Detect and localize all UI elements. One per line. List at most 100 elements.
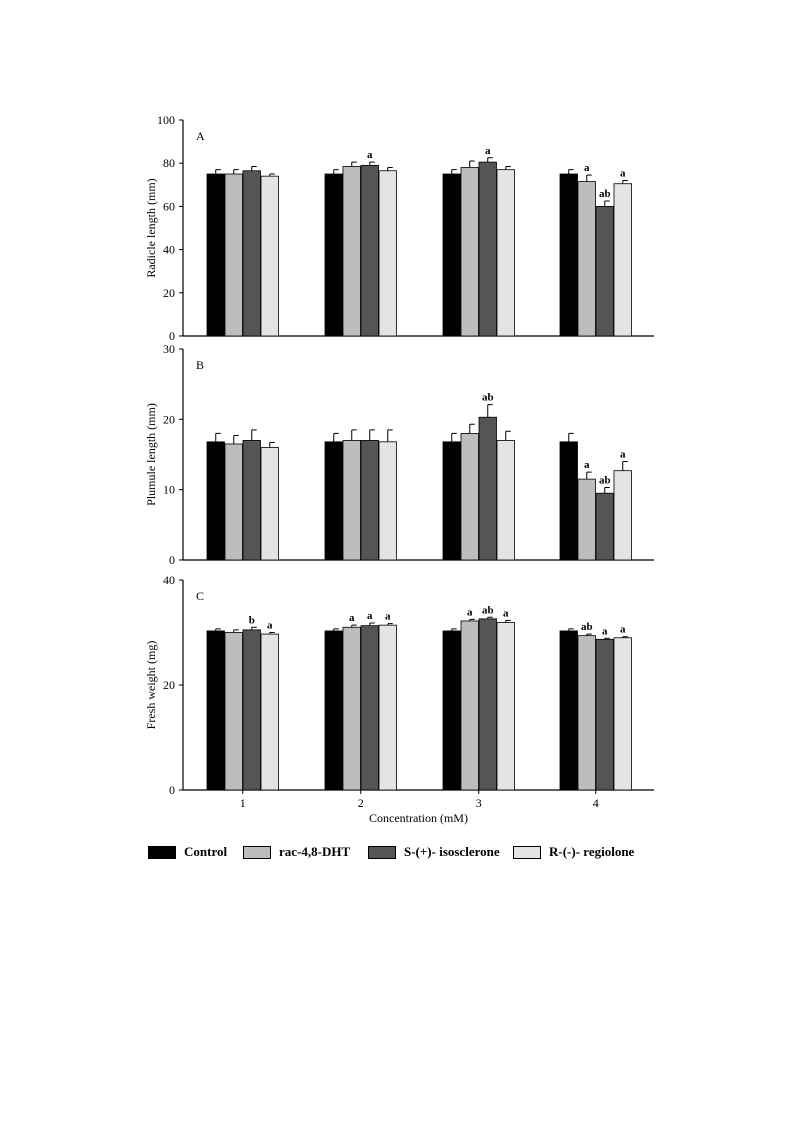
significance-label: ab	[581, 621, 593, 633]
significance-label: a	[385, 611, 391, 623]
y-tick-label: 0	[169, 329, 175, 343]
bar	[360, 164, 379, 337]
error-bar	[251, 165, 257, 171]
bar	[496, 440, 515, 561]
y-tick-label: 80	[163, 156, 175, 170]
bar	[613, 183, 632, 337]
significance-label: a	[485, 145, 491, 157]
error-bar	[233, 629, 239, 633]
error-bar	[604, 487, 610, 494]
bar	[260, 447, 279, 561]
legend-item-control: Control	[148, 843, 227, 861]
error-bar	[387, 623, 393, 626]
significance-label: a	[367, 149, 373, 161]
bar	[496, 622, 515, 791]
error-bar	[351, 429, 357, 441]
error-bar	[505, 165, 511, 170]
bar	[224, 173, 243, 337]
legend-label-regiolone: R-(-)- regiolone	[549, 844, 635, 859]
error-bar	[622, 179, 628, 184]
x-tick-label: 3	[476, 796, 482, 810]
error-bar	[487, 616, 493, 619]
significance-label: a	[267, 620, 273, 632]
bar	[342, 166, 361, 337]
legend-swatch-regiolone	[513, 845, 541, 859]
significance-label: a	[349, 612, 355, 624]
significance-label: a	[584, 459, 590, 471]
bar	[442, 441, 461, 561]
bar	[613, 470, 632, 561]
error-bar	[369, 161, 375, 166]
significance-label: a	[367, 610, 373, 622]
y-tick-label: 0	[169, 553, 175, 567]
bar	[478, 618, 497, 791]
error-bar	[586, 471, 592, 480]
bar	[242, 170, 261, 337]
bar	[460, 167, 479, 337]
significance-label: a	[503, 607, 509, 619]
error-bar	[333, 628, 339, 631]
y-tick-label: 20	[163, 678, 175, 692]
error-bar	[568, 628, 574, 631]
error-bar	[586, 633, 592, 636]
error-bar	[351, 161, 357, 167]
bar	[206, 441, 225, 561]
y-axis-title: Radicle length (mm)	[144, 178, 158, 277]
bar	[478, 416, 497, 561]
bar	[360, 440, 379, 561]
error-bar	[505, 430, 511, 441]
bar	[613, 637, 632, 791]
error-bar	[269, 632, 275, 635]
error-bar	[269, 173, 275, 177]
error-bar	[469, 160, 475, 168]
bar	[324, 630, 343, 791]
bar	[342, 626, 361, 791]
bar	[260, 633, 279, 791]
error-bar	[233, 169, 239, 174]
error-bar	[215, 169, 221, 174]
x-axis-title: Concentration (mM)	[369, 811, 468, 825]
error-bar	[604, 200, 610, 207]
error-bar	[387, 167, 393, 171]
error-bar	[369, 429, 375, 441]
bar	[577, 635, 596, 791]
bar	[460, 432, 479, 561]
error-bar	[568, 169, 574, 174]
error-bar	[251, 626, 257, 630]
y-tick-label: 0	[169, 783, 175, 797]
error-bar	[487, 404, 493, 418]
bar	[378, 441, 397, 561]
bar	[324, 173, 343, 337]
y-tick-label: 30	[163, 342, 175, 356]
legend-swatch-control	[148, 845, 176, 859]
bar	[442, 630, 461, 791]
bar	[242, 440, 261, 561]
bar	[224, 632, 243, 791]
significance-label: ab	[599, 188, 611, 200]
error-bar	[586, 174, 592, 182]
bar	[206, 173, 225, 337]
error-bar	[333, 169, 339, 174]
bar	[595, 205, 614, 337]
error-bar	[451, 628, 457, 631]
bar	[378, 624, 397, 791]
error-bar	[351, 624, 357, 628]
significance-label: ab	[482, 604, 494, 616]
legend-item-isosclerone: S-(+)- isosclerone	[368, 843, 500, 861]
y-tick-label: 10	[163, 483, 175, 497]
error-bar	[568, 432, 574, 442]
bar	[559, 173, 578, 337]
bar	[559, 441, 578, 561]
x-tick-label: 2	[358, 796, 364, 810]
legend-swatch-isosclerone	[368, 845, 396, 859]
error-bar	[451, 432, 457, 442]
bar	[460, 620, 479, 791]
bar	[478, 161, 497, 337]
bar	[324, 441, 343, 561]
bar	[260, 175, 279, 337]
bar	[577, 478, 596, 561]
bar	[378, 170, 397, 337]
x-tick-label: 4	[593, 796, 599, 810]
y-tick-label: 20	[163, 286, 175, 300]
error-bar	[215, 432, 221, 442]
